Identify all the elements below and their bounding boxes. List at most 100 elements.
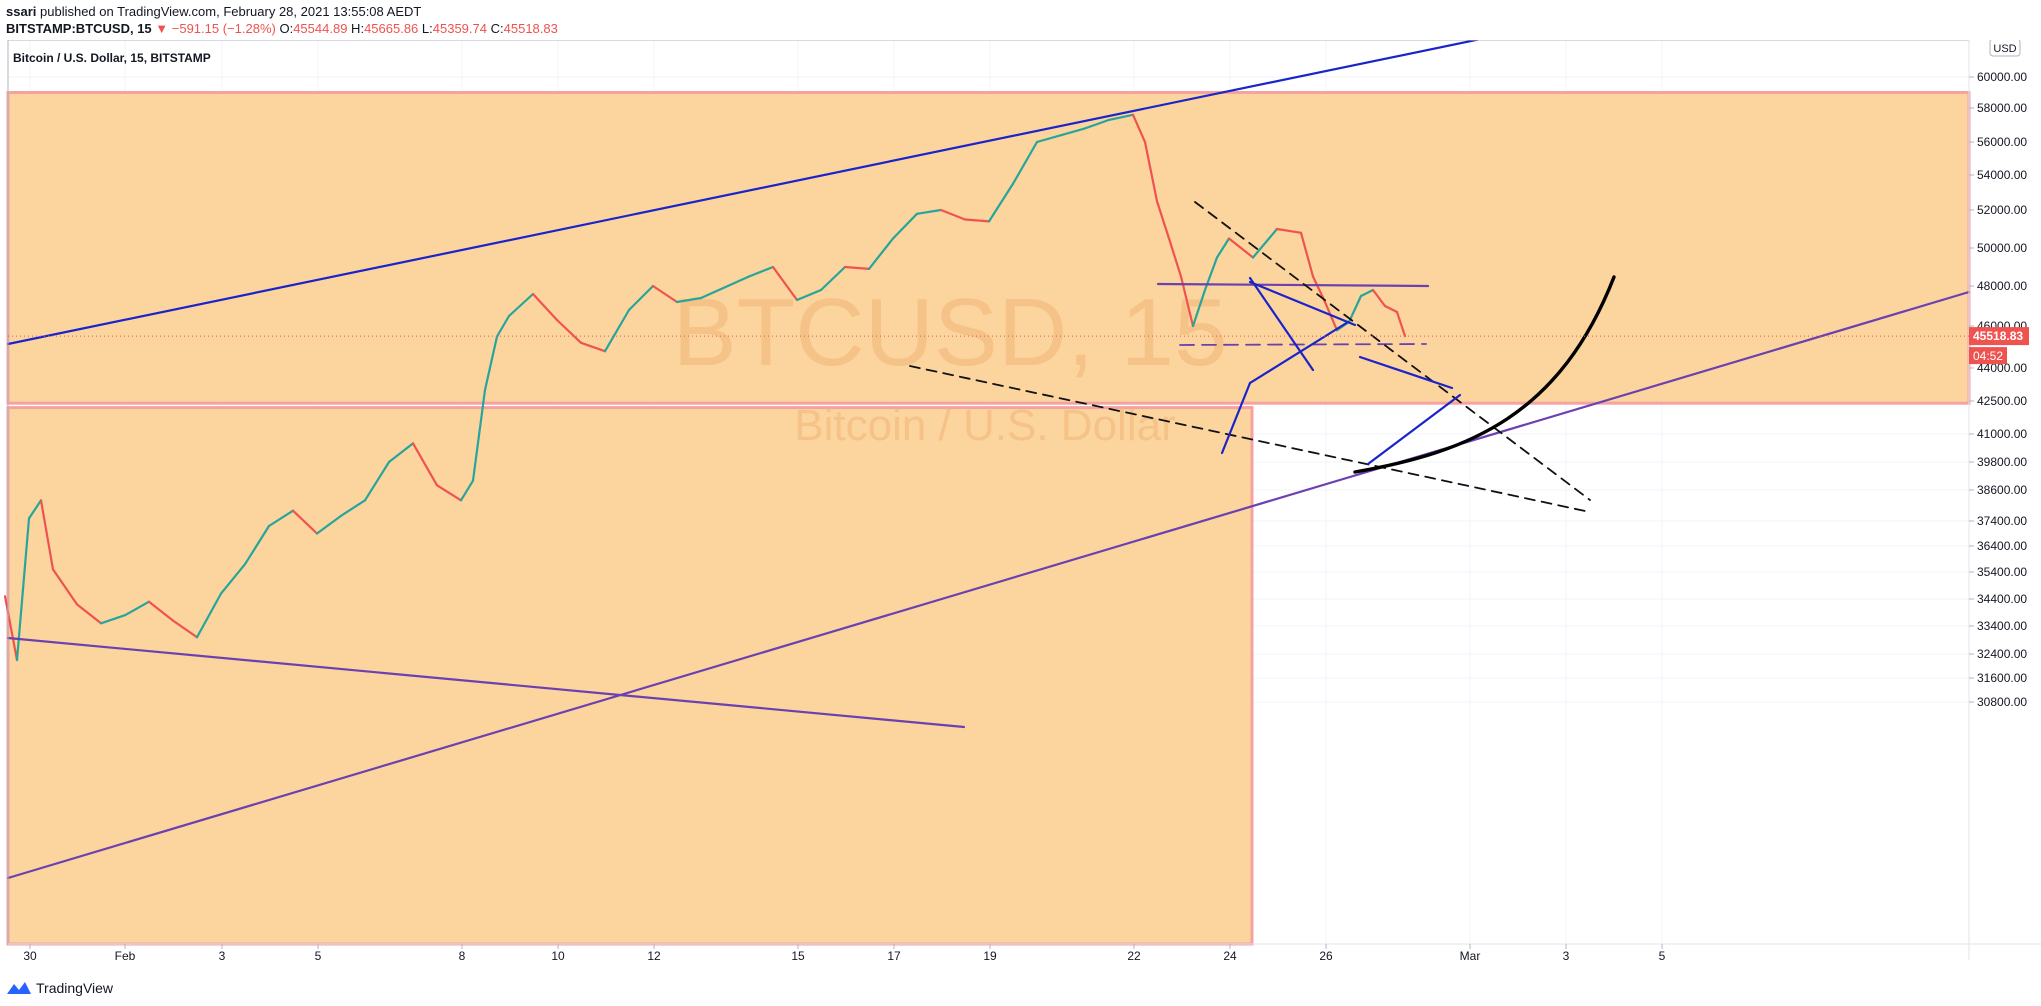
wedge-lower-dashed bbox=[909, 365, 1586, 512]
price-segment bbox=[219, 563, 247, 595]
price-segment bbox=[579, 341, 607, 353]
price-tick-label: 52000.00 bbox=[1977, 203, 2027, 217]
price-tick-label: 36400.00 bbox=[1977, 539, 2027, 553]
price-tick-label: 30800.00 bbox=[1977, 695, 2027, 709]
price-segment bbox=[495, 314, 511, 338]
price-segment bbox=[1215, 237, 1231, 259]
time-tick-label: 3 bbox=[1563, 949, 1570, 963]
price-tick-label: 38600.00 bbox=[1977, 483, 2027, 497]
price-segment bbox=[1167, 237, 1183, 278]
triangle-lower-line bbox=[1366, 393, 1462, 466]
price-tick-label: 44000.00 bbox=[1977, 361, 2027, 375]
price-segment bbox=[1083, 118, 1111, 130]
price-segment bbox=[471, 388, 487, 482]
tradingview-logo-icon[interactable] bbox=[6, 980, 32, 996]
price-segment bbox=[915, 208, 943, 215]
price-segment bbox=[1143, 140, 1159, 203]
price-segment bbox=[891, 212, 919, 240]
price-segment bbox=[987, 182, 1015, 223]
time-tick-label: Mar bbox=[1460, 949, 1481, 963]
price-segment bbox=[939, 208, 967, 221]
time-tick-label: 8 bbox=[459, 949, 466, 963]
price-segment bbox=[867, 237, 895, 270]
published-text: published on TradingView.com, February 2… bbox=[40, 4, 422, 19]
publish-info: ssari published on TradingView.com, Febr… bbox=[6, 4, 421, 19]
price-segment bbox=[1059, 127, 1087, 137]
pennant-lower-line-2 bbox=[1248, 320, 1350, 385]
time-axis[interactable]: 30 Feb 3 5 8 10 12 15 17 19 22 24 26 Mar 3 5 bbox=[8, 943, 2041, 963]
drawings bbox=[6, 40, 1971, 880]
price-tick-label: 56000.00 bbox=[1977, 135, 2027, 149]
horizontal-resistance-line bbox=[1156, 282, 1430, 288]
price-segment bbox=[51, 568, 79, 606]
price-segment bbox=[651, 284, 679, 304]
price-segment bbox=[3, 595, 19, 662]
price-tick-label: 39800.00 bbox=[1977, 455, 2027, 469]
ohlc-key: C: bbox=[487, 21, 504, 36]
price-segment bbox=[267, 509, 295, 528]
time-tick-label: 30 bbox=[23, 949, 37, 963]
triangle-upper-line bbox=[1358, 355, 1454, 390]
price-segment bbox=[699, 275, 751, 300]
price-change: ▼ −591.15 (−1.28%) bbox=[155, 21, 276, 36]
price-chart[interactable]: BTCUSD, 15 Bitcoin / U.S. Dollar Bitcoin… bbox=[0, 40, 2041, 975]
footer: TradingView bbox=[6, 980, 113, 996]
price-segment bbox=[243, 524, 271, 566]
price-segment bbox=[1107, 113, 1135, 122]
ohlc-value: 45665.86 bbox=[364, 21, 419, 36]
price-segment bbox=[819, 265, 847, 292]
ohlc-value: 45359.74 bbox=[432, 21, 487, 36]
price-segment bbox=[1395, 310, 1407, 338]
price-segment bbox=[483, 335, 499, 392]
time-tick-label: 19 bbox=[983, 949, 997, 963]
ohlc-value: 45544.89 bbox=[293, 21, 348, 36]
price-segment bbox=[603, 308, 631, 353]
price-segment bbox=[99, 614, 127, 625]
dashed-horizontal-line bbox=[1179, 343, 1427, 346]
time-tick-label: 5 bbox=[1659, 949, 1666, 963]
footer-brand[interactable]: TradingView bbox=[36, 980, 114, 996]
time-tick-label: 24 bbox=[1223, 949, 1237, 963]
time-tick-label: 17 bbox=[887, 949, 901, 963]
price-segment bbox=[843, 265, 871, 270]
ohlc-value: 45518.83 bbox=[503, 21, 558, 36]
pennant-upper-line bbox=[1248, 280, 1357, 327]
price-tick-label: 48000.00 bbox=[1977, 279, 2027, 293]
price-segment bbox=[387, 442, 415, 464]
price-segment bbox=[507, 292, 535, 318]
price-segment bbox=[747, 265, 775, 278]
ohlc-key: O: bbox=[279, 21, 294, 36]
price-tick-label: 33400.00 bbox=[1977, 619, 2027, 633]
price-segment bbox=[75, 603, 103, 625]
price-segment bbox=[675, 296, 703, 304]
time-tick-label: 3 bbox=[219, 949, 226, 963]
price-segment bbox=[963, 218, 991, 223]
price-tick-label: 58000.00 bbox=[1977, 101, 2027, 115]
price-axis[interactable]: 60000.00 58000.00 56000.00 54000.00 52000.00… bbox=[1968, 40, 2027, 960]
price-segment bbox=[1227, 237, 1255, 259]
symbol-info: BITSTAMP:BTCUSD, 15 ▼ −591.15 (−1.28%) O… bbox=[6, 21, 558, 36]
plot-frame bbox=[7, 40, 1969, 944]
price-segment bbox=[1371, 288, 1387, 308]
price-segment bbox=[1275, 227, 1303, 234]
price-tick-label: 42500.00 bbox=[1977, 394, 2027, 408]
wedge-upper-dashed bbox=[1194, 201, 1591, 501]
price-segment bbox=[1191, 288, 1207, 328]
rising-trend-line bbox=[6, 290, 1971, 880]
price-segment bbox=[1131, 113, 1147, 144]
time-tick-label: 26 bbox=[1319, 949, 1333, 963]
currency-badge[interactable]: USD bbox=[1989, 40, 2021, 57]
chart-title: Bitcoin / U.S. Dollar, 15, BITSTAMP bbox=[13, 51, 211, 65]
time-tick-label: 12 bbox=[647, 949, 661, 963]
time-tick-label: 15 bbox=[791, 949, 805, 963]
price-segment bbox=[1155, 200, 1171, 240]
author-name[interactable]: ssari bbox=[6, 4, 37, 19]
watermark-symbol: BTCUSD, 15 bbox=[673, 279, 1228, 386]
price-segment bbox=[531, 292, 559, 322]
price-segment bbox=[1359, 288, 1375, 298]
ohlc-values: O:45544.89 H:45665.86 L:45359.74 C:45518… bbox=[279, 21, 557, 36]
price-tick-label: 34400.00 bbox=[1977, 592, 2027, 606]
price-tick-label: 35400.00 bbox=[1977, 565, 2027, 579]
last-price-label: 45518.83 04:52 bbox=[8, 327, 2029, 365]
price-segment bbox=[171, 619, 199, 639]
